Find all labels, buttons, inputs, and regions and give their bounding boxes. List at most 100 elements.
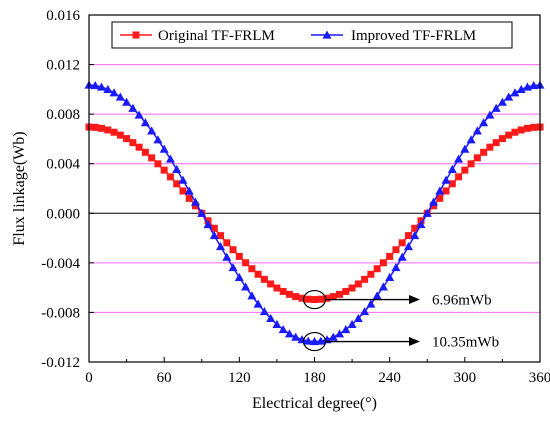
data-point	[335, 329, 345, 338]
data-point	[115, 92, 125, 101]
data-point	[128, 103, 138, 112]
data-point	[304, 295, 312, 303]
data-point	[480, 148, 488, 156]
data-point	[267, 280, 275, 288]
data-point	[505, 131, 513, 139]
data-point	[197, 208, 207, 217]
data-point	[392, 246, 400, 254]
data-point	[492, 139, 500, 147]
y-tick-label: -0.008	[41, 305, 80, 321]
data-point	[148, 154, 156, 162]
data-point	[373, 265, 381, 273]
annotation-0: 6.96mWb	[302, 289, 492, 310]
series-improved	[84, 80, 545, 346]
legend-swatch-marker	[322, 30, 332, 39]
data-point	[272, 319, 282, 328]
data-point	[386, 252, 394, 260]
data-point	[242, 259, 250, 267]
data-point	[292, 293, 300, 301]
data-point	[122, 97, 132, 106]
data-point	[342, 287, 350, 295]
data-point	[153, 135, 163, 144]
data-point	[104, 126, 112, 134]
data-point	[298, 294, 306, 302]
y-axis-label: Flux linkage(Wb)	[11, 131, 28, 245]
data-point	[378, 282, 388, 291]
legend-label: Original TF-FRLM	[158, 28, 275, 44]
data-point	[411, 224, 419, 232]
data-point	[429, 197, 439, 206]
data-point	[366, 299, 376, 308]
data-point	[473, 154, 481, 162]
data-point	[447, 164, 457, 174]
data-point	[310, 337, 319, 346]
data-point	[154, 160, 162, 168]
data-point	[217, 232, 225, 240]
data-point	[203, 219, 213, 229]
data-point	[247, 291, 257, 300]
plot-frame	[88, 14, 541, 363]
data-point	[403, 241, 413, 251]
data-point	[311, 296, 318, 304]
legend: Original TF-FRLM Improved TF-FRLM	[111, 21, 513, 49]
data-point	[254, 270, 262, 278]
y-tick-label: -0.004	[41, 256, 80, 272]
data-point	[103, 84, 113, 93]
x-tick-label: 240	[378, 370, 401, 386]
data-point	[160, 166, 168, 174]
y-tick-label: 0.000	[46, 206, 80, 222]
data-point	[486, 143, 494, 151]
data-point	[367, 270, 375, 278]
data-point	[140, 118, 150, 127]
data-point	[398, 239, 406, 247]
data-point	[235, 252, 243, 260]
data-point	[511, 128, 519, 136]
x-tick-label: 0	[85, 370, 93, 386]
data-point	[190, 197, 200, 206]
data-point	[241, 282, 251, 291]
data-point	[347, 319, 357, 328]
data-point	[278, 325, 288, 334]
data-point	[461, 166, 469, 174]
data-point	[116, 131, 124, 139]
data-point	[303, 336, 313, 345]
x-tick-label: 120	[228, 370, 251, 386]
data-point	[266, 313, 276, 322]
data-point	[178, 175, 188, 184]
data-point	[285, 290, 293, 298]
data-point	[260, 275, 268, 283]
data-point	[323, 294, 331, 302]
data-point	[90, 81, 100, 90]
data-point	[109, 88, 119, 97]
data-point	[361, 275, 369, 283]
data-point	[348, 284, 356, 292]
data-point	[134, 110, 144, 119]
data-point	[354, 280, 362, 288]
data-point	[353, 313, 363, 322]
data-point	[455, 173, 463, 181]
x-tick-label: 300	[454, 370, 477, 386]
data-point	[185, 194, 193, 202]
data-point	[479, 118, 489, 127]
data-point	[191, 202, 199, 210]
data-point	[530, 123, 538, 131]
data-point	[184, 186, 194, 195]
data-point	[442, 187, 450, 195]
data-point	[372, 291, 382, 300]
series-layer	[84, 80, 545, 346]
annotation-label: 6.96mWb	[432, 293, 492, 309]
data-point	[173, 180, 181, 188]
data-point	[297, 335, 307, 344]
legend-label: Improved TF-FRLM	[351, 28, 476, 44]
data-point	[504, 92, 514, 101]
axis-ticks: 0 60 120 180 240 300 360 -0.012 -0.008 -0.004 0.00…	[41, 8, 550, 386]
data-point	[397, 252, 407, 261]
legend-item: Original TF-FRLM	[120, 28, 275, 44]
data-point	[110, 128, 118, 136]
data-point	[516, 84, 526, 93]
data-point	[98, 124, 106, 132]
data-point	[97, 82, 107, 91]
legend-item: Improved TF-FRLM	[311, 28, 476, 44]
x-tick-label: 180	[303, 370, 326, 386]
